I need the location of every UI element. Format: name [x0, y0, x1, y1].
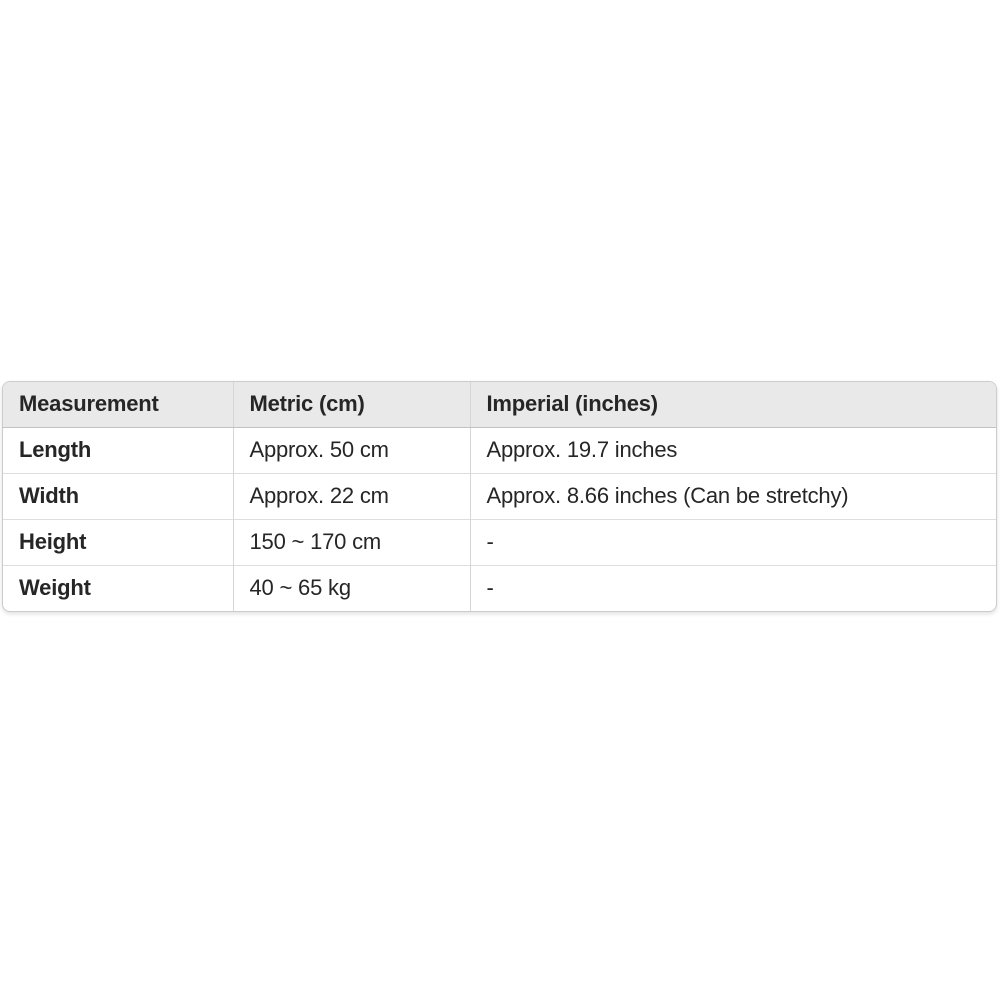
- imperial-value-weight: -: [469, 564, 996, 611]
- metric-value-width: Approx. 22 cm: [232, 472, 470, 519]
- row-label-weight: Weight: [3, 564, 233, 611]
- row-label-length: Length: [19, 437, 92, 462]
- column-header-imperial: Imperial (inches): [469, 382, 996, 428]
- imperial-value-height: -: [469, 518, 996, 565]
- row-label-width: Width: [3, 472, 233, 519]
- imperial-value-length: Approx. 19.7 inches: [469, 427, 996, 473]
- table-header-row: Measurement Metric (cm) Imperial (inches…: [3, 382, 996, 428]
- column-header-metric: Metric (cm): [232, 382, 470, 428]
- measurement-table: Measurement Metric (cm) Imperial (inches…: [2, 381, 997, 612]
- table-row-weight: Weight 40 ~ 65 kg -: [3, 564, 996, 611]
- imperial-value-width: Approx. 8.66 inches (Can be stretchy): [469, 472, 996, 519]
- table-row-width: Width Approx. 22 cm Approx. 8.66 inches …: [3, 472, 996, 519]
- column-header-measurement: Measurement: [3, 382, 233, 428]
- table-row-height: Height 150 ~ 170 cm -: [3, 518, 996, 565]
- metric-value-weight: 40 ~ 65 kg: [232, 564, 470, 611]
- row-label-height: Height: [3, 518, 233, 565]
- metric-value-height: 150 ~ 170 cm: [232, 518, 470, 565]
- metric-value-length: Approx. 50 cm: [232, 427, 470, 473]
- size-chart-table: Measurement Metric (cm) Imperial (inches…: [3, 382, 996, 611]
- table-row-length: Length Approx. 50 cm Approx. 19.7 inches: [3, 427, 996, 473]
